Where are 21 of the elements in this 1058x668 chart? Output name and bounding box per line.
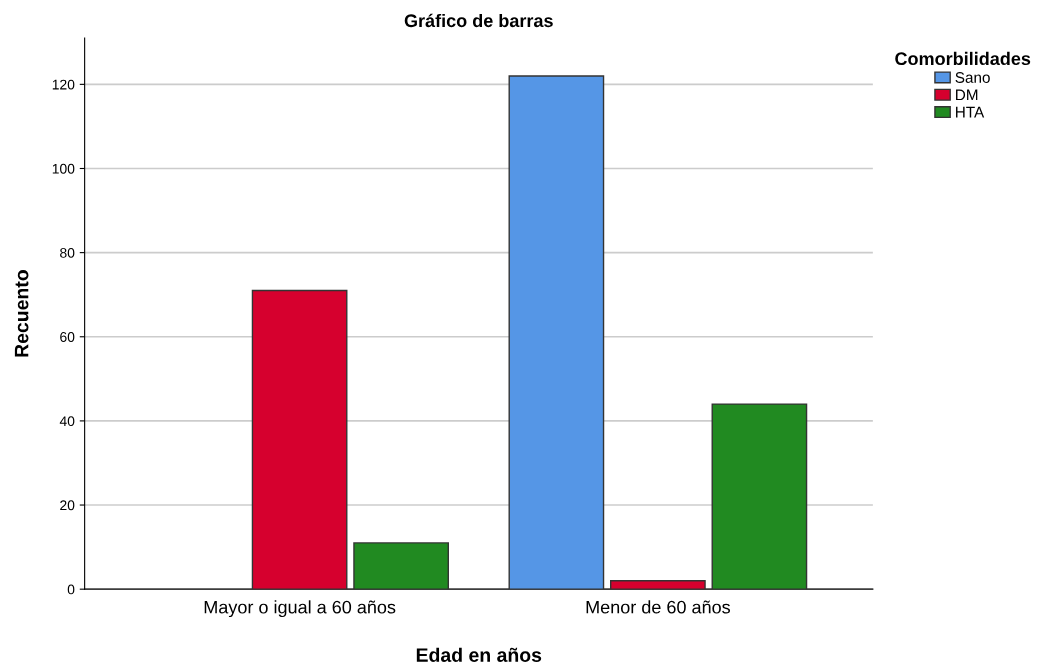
y-axis-title: Recuento [14,270,29,357]
x-tick-label: Menor de 60 años [586,600,731,614]
bar [610,580,706,590]
y-tick-label: 0 [67,584,75,595]
legend-label: HTA [956,106,985,118]
bar [251,289,348,590]
y-tick-label: 80 [60,247,75,258]
legend-label: Sano [955,72,990,83]
x-tick-label: Mayor o igual a 60 años [204,600,396,618]
y-tick-label: 120 [52,79,75,90]
chart-title: Gráfico de barras [404,13,553,28]
y-tick-label: 40 [59,416,75,427]
bar [508,75,605,590]
x-axis-title: Edad en años [416,647,542,662]
y-tick-label: 60 [60,332,75,342]
legend-label: DM [956,89,978,101]
y-tick-label: 20 [60,500,75,511]
bar [711,403,808,590]
y-tick-label: 100 [52,163,75,174]
legend-title: Comorbilidades [895,51,1031,66]
bar [353,542,449,590]
